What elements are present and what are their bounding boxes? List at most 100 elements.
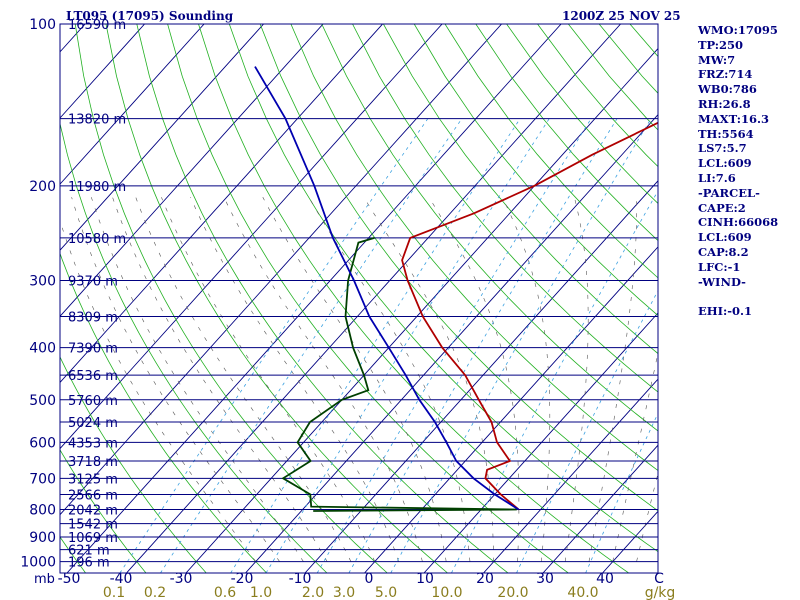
stat-item: LI:7.6 [698, 170, 736, 185]
mixing-ratio-label: 0.2 [144, 585, 166, 600]
height-label: 7390 m [68, 342, 118, 357]
temperature-tick-label: 30 [536, 571, 554, 587]
plot-area [60, 24, 658, 573]
isotherm [60, 24, 264, 251]
height-label: 3718 m [68, 455, 118, 470]
mixing-ratio-label: 2.0 [302, 585, 324, 600]
stat-item: MW:7 [698, 52, 736, 67]
temperature-unit-label: C [654, 571, 664, 587]
moist-adiabat [135, 197, 352, 562]
dry-adiabat [352, 24, 658, 393]
mixing-ratio-label: 0.1 [103, 585, 125, 600]
pressure-tick-label: 400 [29, 341, 56, 357]
pressure-tick-label: 700 [29, 471, 56, 487]
background-lines [0, 24, 658, 573]
temperature-tick-label: 10 [416, 571, 434, 587]
stat-item: CAP:8.2 [698, 244, 749, 259]
stat-item: LCL:609 [698, 156, 752, 171]
dry-adiabat [198, 24, 629, 573]
height-label: 5760 m [68, 394, 118, 409]
isotherm [0, 24, 26, 573]
height-label: 6536 m [68, 369, 118, 384]
mixing-ratio-label: 3.0 [333, 585, 355, 600]
height-label: 2566 m [68, 488, 118, 503]
pressure-tick-label: 100 [29, 17, 56, 33]
temperature-tick-label: -20 [231, 571, 254, 587]
dry-adiabat [136, 24, 509, 573]
stat-item: TH:5564 [698, 126, 754, 141]
mixing-ratio-label: 10.0 [431, 585, 462, 600]
dry-adiabat [0, 24, 25, 573]
height-label: 2042 m [68, 504, 118, 519]
mixing-ratio-label: 1.0 [250, 585, 272, 600]
height-label: 13820 m [68, 113, 126, 128]
temperature-tick-label: 20 [476, 571, 494, 587]
isotherm [60, 24, 145, 119]
stat-item: CAPE:2 [698, 200, 746, 215]
moist-adiabat [91, 197, 304, 562]
stat-item: WB0:786 [698, 82, 757, 97]
isotherm [60, 24, 443, 450]
dry-adiabat [60, 252, 267, 573]
moist-adiabat [60, 219, 257, 562]
isotherm [364, 246, 658, 573]
dew-point-line [281, 237, 517, 512]
moist-adiabat [588, 197, 638, 562]
isotherm [542, 444, 658, 573]
parcel-line [254, 66, 520, 511]
height-label: 1069 m [68, 531, 118, 546]
isotherm [66, 24, 562, 573]
moist-adiabat [112, 197, 328, 562]
pressure-tick-label: 1000 [20, 555, 56, 571]
moist-adiabat [612, 351, 658, 562]
isotherm [245, 113, 658, 573]
stat-item: -PARCEL- [698, 185, 760, 200]
height-label: 10580 m [68, 232, 126, 247]
dry-adiabat [413, 24, 658, 317]
station-title: LT095 (17095) Sounding [66, 9, 234, 23]
mixing-ratio-label: 20.0 [497, 585, 528, 600]
stat-item: LCL:609 [698, 230, 752, 245]
stat-item: CINH:66068 [698, 215, 779, 230]
dry-adiabat [74, 24, 388, 573]
height-label: 1542 m [68, 518, 118, 533]
isotherm [60, 24, 502, 516]
height-label: 4353 m [68, 436, 118, 451]
height-label: 196 m [68, 556, 110, 571]
stat-item: LS7:5.7 [698, 141, 747, 156]
height-label: 621 m [68, 544, 110, 559]
mixing-ratio-label: 40.0 [567, 585, 598, 600]
pressure-tick-label: 800 [29, 503, 56, 519]
height-label: 9370 m [68, 275, 118, 290]
pressure-unit-label: mb [34, 572, 55, 587]
dry-adiabat [321, 24, 658, 432]
isotherm [423, 312, 658, 573]
stat-item: RH:26.8 [698, 96, 751, 111]
isotherm [483, 378, 658, 573]
height-label: 8309 m [68, 310, 118, 325]
moist-adiabat [262, 197, 447, 562]
moist-adiabat [71, 197, 280, 562]
mixing-ratio-label: 5.0 [375, 585, 397, 600]
pressure-tick-label: 200 [29, 179, 56, 195]
stat-item: -WIND- [698, 274, 746, 289]
isotherm [60, 24, 205, 185]
stat-item: FRZ:714 [698, 67, 753, 82]
height-label: 16590 m [68, 18, 126, 33]
stat-item: TP:250 [698, 37, 744, 52]
pressure-tick-label: 300 [29, 274, 56, 290]
temperature-tick-label: 40 [596, 571, 614, 587]
dry-adiabat [259, 24, 658, 512]
pressure-tick-label: 500 [29, 393, 56, 409]
moist-adiabat [161, 197, 376, 562]
sounding-stats: WMO:17095 TP:250 MW:7 FRZ:714 WB0:786 RH:26.8… [698, 23, 778, 319]
stat-item [698, 289, 778, 304]
temperature-tick-label: -10 [289, 571, 312, 587]
plot-frame [59, 23, 659, 574]
height-label: 5024 m [68, 416, 118, 431]
isotherm [126, 24, 621, 573]
height-label: 11980 m [68, 180, 126, 195]
dry-adiabat [60, 449, 147, 573]
